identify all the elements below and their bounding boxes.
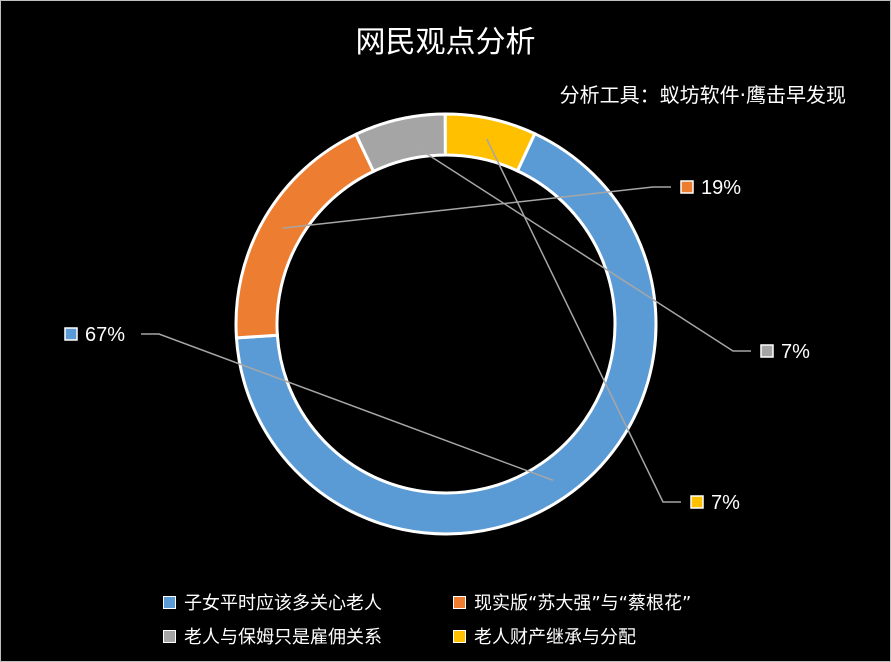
chart-legend: 子女平时应该多关心老人 现实版“苏大强”与“蔡根花” 老人与保姆只是雇佣关系 老…: [163, 589, 783, 649]
legend-item: 子女平时应该多关心老人: [163, 589, 453, 615]
data-label: 7%: [781, 341, 810, 363]
chart-title: 网民观点分析: [355, 25, 536, 60]
legend-label: 老人财产继承与分配: [474, 627, 636, 648]
donut-slice: [353, 112, 447, 174]
chart-subtitle: 分析工具：蚁坊软件·鹰击早发现: [559, 83, 846, 107]
leader-line: [141, 333, 554, 482]
data-label: 7%: [711, 492, 740, 514]
legend-label: 老人与保姆只是雇佣关系: [184, 627, 382, 648]
legend-swatch: [163, 595, 176, 609]
leader-line: [403, 138, 751, 352]
donut-slice: [234, 131, 658, 536]
data-label-swatch: [680, 180, 694, 194]
legend-swatch: [163, 629, 176, 643]
legend-label: 子女平时应该多关心老人: [184, 593, 382, 614]
leader-line: [486, 138, 681, 503]
data-label: 19%: [701, 177, 741, 199]
donut-slice: [234, 132, 376, 340]
leader-line: [282, 186, 671, 229]
data-label-swatch: [64, 327, 78, 341]
legend-swatch: [453, 629, 466, 643]
legend-swatch: [453, 595, 466, 609]
data-label-swatch: [690, 495, 704, 509]
data-label-swatch: [760, 344, 774, 358]
legend-item: 现实版“苏大强”与“蔡根花”: [453, 589, 773, 615]
donut-slice: [443, 112, 537, 173]
legend-item: 老人与保姆只是雇佣关系: [163, 623, 453, 649]
legend-item: 老人财产继承与分配: [453, 623, 773, 649]
legend-label: 现实版“苏大强”与“蔡根花”: [474, 593, 692, 614]
data-label: 67%: [85, 324, 125, 346]
